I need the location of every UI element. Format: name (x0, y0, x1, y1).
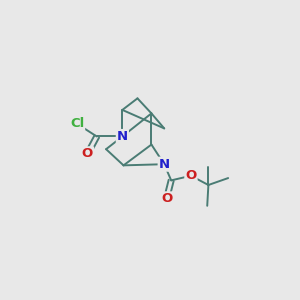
Text: N: N (117, 130, 128, 143)
Text: O: O (185, 169, 197, 182)
Text: Cl: Cl (70, 117, 84, 130)
Text: O: O (161, 192, 172, 206)
Text: N: N (159, 158, 170, 171)
Text: O: O (82, 147, 93, 160)
